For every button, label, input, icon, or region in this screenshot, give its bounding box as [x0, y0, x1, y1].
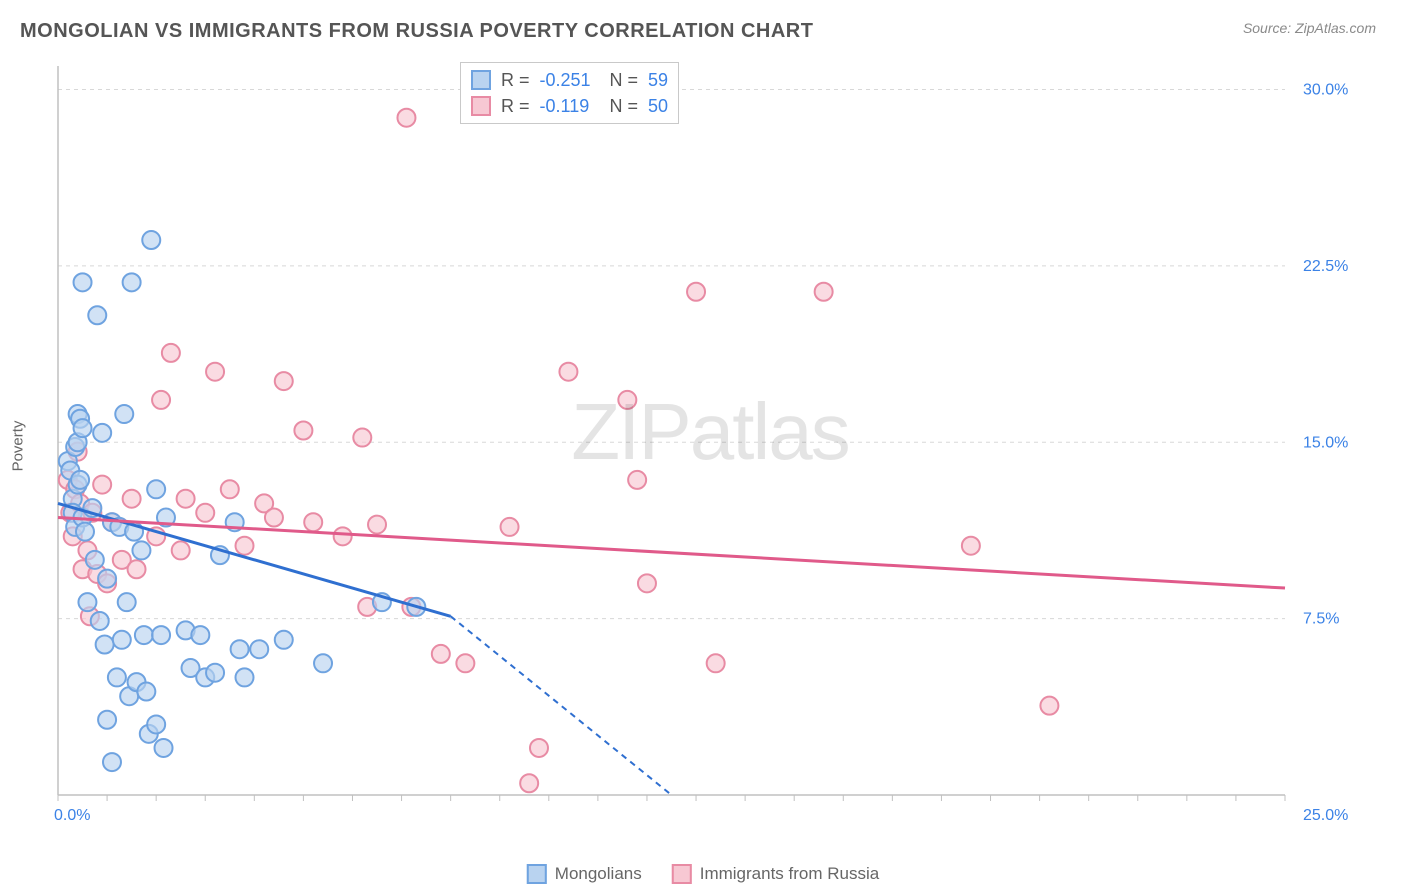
svg-text:7.5%: 7.5%: [1303, 611, 1339, 628]
correlation-legend: R = -0.251 N = 59 R = -0.119 N = 50: [460, 62, 679, 124]
svg-text:0.0%: 0.0%: [54, 807, 90, 824]
chart-title: MONGOLIAN VS IMMIGRANTS FROM RUSSIA POVE…: [20, 20, 813, 43]
chart-svg: 7.5% 15.0% 22.5% 30.0% 0.0% 25.0%: [50, 60, 1370, 835]
svg-text:15.0%: 15.0%: [1303, 434, 1348, 451]
legend-row-series-1: R = -0.251 N = 59: [471, 67, 668, 93]
r-value-1: -0.251: [540, 70, 600, 91]
svg-text:22.5%: 22.5%: [1303, 258, 1348, 275]
chart-source: Source: ZipAtlas.com: [1243, 20, 1376, 36]
swatch-series-2: [471, 96, 491, 116]
legend-row-series-2: R = -0.119 N = 50: [471, 93, 668, 119]
r-value-2: -0.119: [540, 96, 600, 117]
swatch-series-1: [471, 70, 491, 90]
n-value-2: 50: [648, 96, 668, 117]
series-legend: Mongolians Immigrants from Russia: [527, 864, 879, 884]
legend-item-series-1: Mongolians: [527, 864, 642, 884]
svg-text:25.0%: 25.0%: [1303, 807, 1348, 824]
y-axis-label: Poverty: [10, 421, 27, 472]
scatter-chart: 7.5%15.0%22.5%30.0%0.0%25.0% ZIPatlas: [50, 60, 1370, 835]
n-value-1: 59: [648, 70, 668, 91]
chart-header: MONGOLIAN VS IMMIGRANTS FROM RUSSIA POVE…: [0, 0, 1406, 53]
legend-item-series-2: Immigrants from Russia: [672, 864, 879, 884]
swatch-icon: [672, 864, 692, 884]
svg-text:30.0%: 30.0%: [1303, 82, 1348, 99]
swatch-icon: [527, 864, 547, 884]
